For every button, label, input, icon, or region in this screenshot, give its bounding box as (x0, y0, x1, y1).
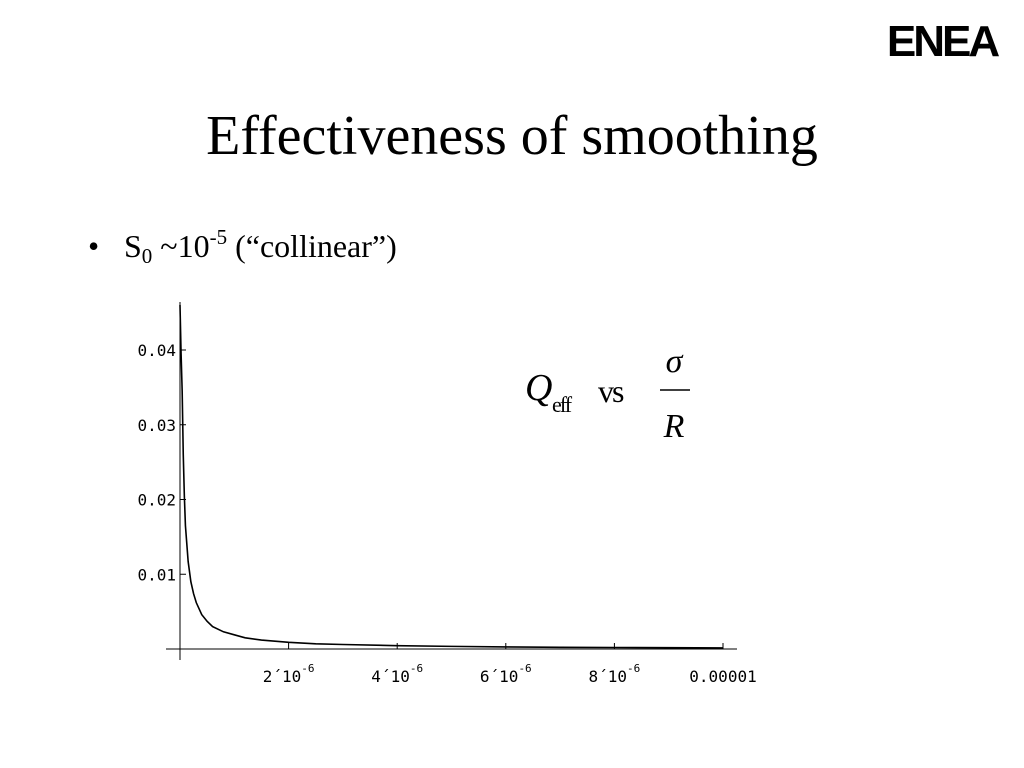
formula-numerator: σ (666, 343, 684, 380)
x-tick-label: 8´10-6 (589, 662, 641, 686)
bullet-exponent: -5 (209, 225, 228, 249)
formula-q-subscript: eff (552, 392, 573, 417)
chart-series (179, 304, 724, 649)
enea-logo-text: ENEA (887, 18, 999, 62)
formula-vs: vs (598, 373, 624, 409)
bullet-var-subscript: 0 (141, 244, 153, 268)
formula-denominator: R (663, 408, 685, 445)
x-tick-label: 6´10-6 (480, 662, 532, 686)
x-tick-label: 4´10-6 (371, 662, 423, 686)
bullet-approx: ~10 (160, 228, 210, 264)
y-tick-label: 0.01 (137, 565, 176, 584)
x-tick-label: 0.00001 (689, 667, 756, 686)
bullet-symbol: • (88, 228, 100, 264)
x-tick-label: 2´10-6 (263, 662, 315, 686)
formula-q: Q (525, 367, 552, 409)
bullet-note: (“collinear”) (235, 228, 397, 264)
bullet-item: • S0 ~10-5 (“collinear”) (88, 224, 397, 268)
y-tick-label: 0.02 (137, 491, 176, 510)
enea-logo: ENEA (887, 18, 1000, 62)
series-line (179, 304, 724, 649)
x-axis-ticks: 2´10-6 4´10-6 6´10-6 8´10-6 0.00001 (263, 643, 757, 686)
y-tick-label: 0.04 (137, 341, 176, 360)
bullet-var: S (124, 228, 142, 264)
formula: Q eff vs σ R (525, 343, 690, 445)
y-axis-ticks: 0.01 0.02 0.03 0.04 (137, 341, 186, 584)
slide-title: Effectiveness of smoothing (206, 105, 818, 167)
chart-axes (166, 302, 737, 660)
y-tick-label: 0.03 (137, 416, 176, 435)
